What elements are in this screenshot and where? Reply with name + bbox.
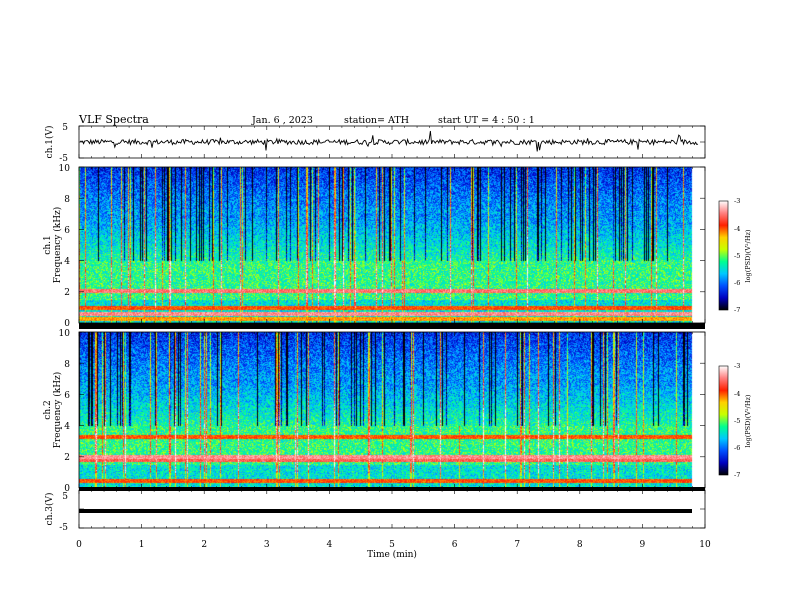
ch1-spectrogram-image <box>79 167 705 323</box>
figure-title: VLF Spectra <box>78 113 149 126</box>
time-axis-tick-label: 10 <box>699 540 711 550</box>
ch2-spec-ytick-labels: 10 8 6 4 2 0 <box>59 329 71 494</box>
ch1-trace <box>79 130 699 152</box>
ch3-ticks <box>78 489 706 529</box>
ch1-spec-ylabel-freq: Frequency (kHz) <box>52 207 63 284</box>
ch2-ytick-6: 6 <box>64 391 70 401</box>
ch2-cb-tick-7: -7 <box>734 471 740 479</box>
ch1-waveform-panel: 5 -5 ch.1(V) <box>44 123 706 164</box>
station-label: station= ATH <box>344 115 409 126</box>
ch1-colorbar-label: log(PSD)(V²/Hz) <box>744 229 752 282</box>
ch1-cb-tick-7: -7 <box>734 306 740 314</box>
ch2-ytick-10: 10 <box>59 329 71 339</box>
ch2-colorbar-gradient <box>719 366 728 475</box>
ch2-ytick-2: 2 <box>64 453 70 463</box>
ch1-colorbar: -3 -4 -5 -6 -7 log(PSD)(V²/Hz) <box>718 197 752 314</box>
ch2-cb-tick-3: -3 <box>734 362 740 370</box>
ch1-cb-tick-5: -5 <box>734 252 740 260</box>
time-axis-tick-label: 7 <box>514 540 520 550</box>
time-axis-tick-label: 2 <box>201 540 207 550</box>
ch2-ytick-0: 0 <box>64 484 70 494</box>
ch2-bottom-band <box>79 487 705 491</box>
ch2-spec-ylabel-freq: Frequency (kHz) <box>52 372 63 449</box>
time-axis-tick-label: 9 <box>640 540 646 550</box>
time-axis: 0 1 2 3 4 5 6 7 8 9 10 <box>76 540 711 550</box>
time-axis-tick-label: 3 <box>264 540 270 550</box>
ch1-ytick-10: 10 <box>59 164 71 174</box>
ch1-ytick-minus5: -5 <box>59 154 68 164</box>
ch1-ytick-2: 2 <box>64 288 70 298</box>
date-label: Jan. 6 , 2023 <box>251 115 313 126</box>
ch2-ytick-8: 8 <box>64 360 70 370</box>
ch1-colorbar-frame <box>718 200 729 311</box>
time-axis-label: Time (min) <box>367 549 417 560</box>
ch2-colorbar-frame <box>718 365 729 476</box>
time-axis-tick-label: 5 <box>389 540 395 550</box>
ch1-spec-ytick-labels: 10 8 6 4 2 0 <box>59 164 71 329</box>
ch3-ytick-5: 5 <box>62 492 68 502</box>
time-axis-tick-label: 0 <box>76 540 82 550</box>
ch2-spec-ylabel-ch: ch.2 <box>43 400 53 419</box>
time-axis-tick-label: 6 <box>452 540 458 550</box>
ch2-colorbar: -3 -4 -5 -6 -7 log(PSD)(V²/Hz) <box>718 362 752 479</box>
ch2-ytick-4: 4 <box>64 422 70 432</box>
ch2-spectrogram-panel: 10 8 6 4 2 0 ch.2 Frequency (kHz) <box>43 329 706 494</box>
ch3-ytick-minus5: -5 <box>59 523 68 533</box>
ch1-ytick-0: 0 <box>64 319 70 329</box>
ch1-ytick-4: 4 <box>64 257 70 267</box>
ch2-colorbar-label: log(PSD)(V²/Hz) <box>744 394 752 447</box>
ch1-cb-tick-6: -6 <box>734 279 740 287</box>
ch1-ytick-5: 5 <box>62 123 68 133</box>
ch2-spectrogram-image <box>79 332 705 488</box>
ch1-ytick-8: 8 <box>64 195 70 205</box>
ch1-spec-ticks <box>78 166 706 324</box>
ch3-ylabel: ch.3(V) <box>44 493 55 526</box>
ch1-bottom-band <box>79 323 705 329</box>
ch1-spec-ylabel-ch: ch.1 <box>43 235 53 254</box>
ch1-colorbar-gradient <box>719 201 728 310</box>
time-axis-tick-label: 4 <box>327 540 333 550</box>
time-axis-tick-label: 1 <box>139 540 145 550</box>
ch2-cb-tick-5: -5 <box>734 417 740 425</box>
ch3-waveform-panel: 5 -5 ch.3(V) <box>44 487 706 533</box>
ch1-cb-tick-4: -4 <box>734 225 740 233</box>
ch1-ytick-6: 6 <box>64 226 70 236</box>
ch2-cb-tick-4: -4 <box>734 390 740 398</box>
ch1-spectrogram-panel: 10 8 6 4 2 0 ch.1 Frequency (kHz) <box>43 164 706 329</box>
ch1-ticks <box>78 125 706 159</box>
ch1-frame <box>78 125 706 159</box>
ch1-cb-tick-3: -3 <box>734 197 740 205</box>
start-time-label: start UT = 4 : 50 : 1 <box>438 115 535 126</box>
ch2-cb-tick-6: -6 <box>734 444 740 452</box>
time-axis-tick-label: 8 <box>577 540 583 550</box>
ch1-ylabel: ch.1(V) <box>44 126 55 159</box>
